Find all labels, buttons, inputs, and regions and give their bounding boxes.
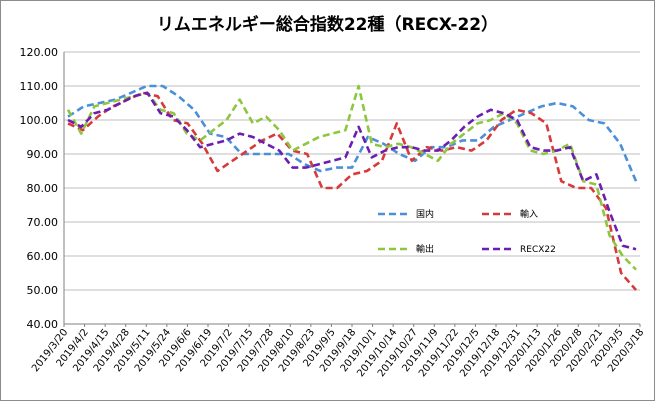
y-tick-label: 50.00 <box>27 284 59 297</box>
y-tick-label: 70.00 <box>27 216 59 229</box>
series-line-3 <box>66 84 637 271</box>
series-line-4 <box>67 91 637 251</box>
y-tick-label: 40.00 <box>27 318 59 331</box>
legend-label: 輸出 <box>416 243 434 255</box>
y-tick-label: 80.00 <box>27 182 59 195</box>
series-line-2 <box>67 91 637 291</box>
legend-label: 輸入 <box>520 208 538 220</box>
y-tick-label: 90.00 <box>27 148 59 161</box>
series-line-1 <box>67 84 638 182</box>
y-tick-label: 60.00 <box>27 250 59 263</box>
chart-title: リムエネルギー総合指数22種（RECX-22） <box>156 15 499 35</box>
y-tick-label: 120.00 <box>20 46 59 59</box>
y-tick-label: 100.00 <box>20 114 59 127</box>
legend-label: 国内 <box>416 208 434 220</box>
legend-label: RECX22 <box>520 245 556 255</box>
y-tick-label: 110.00 <box>20 80 59 93</box>
